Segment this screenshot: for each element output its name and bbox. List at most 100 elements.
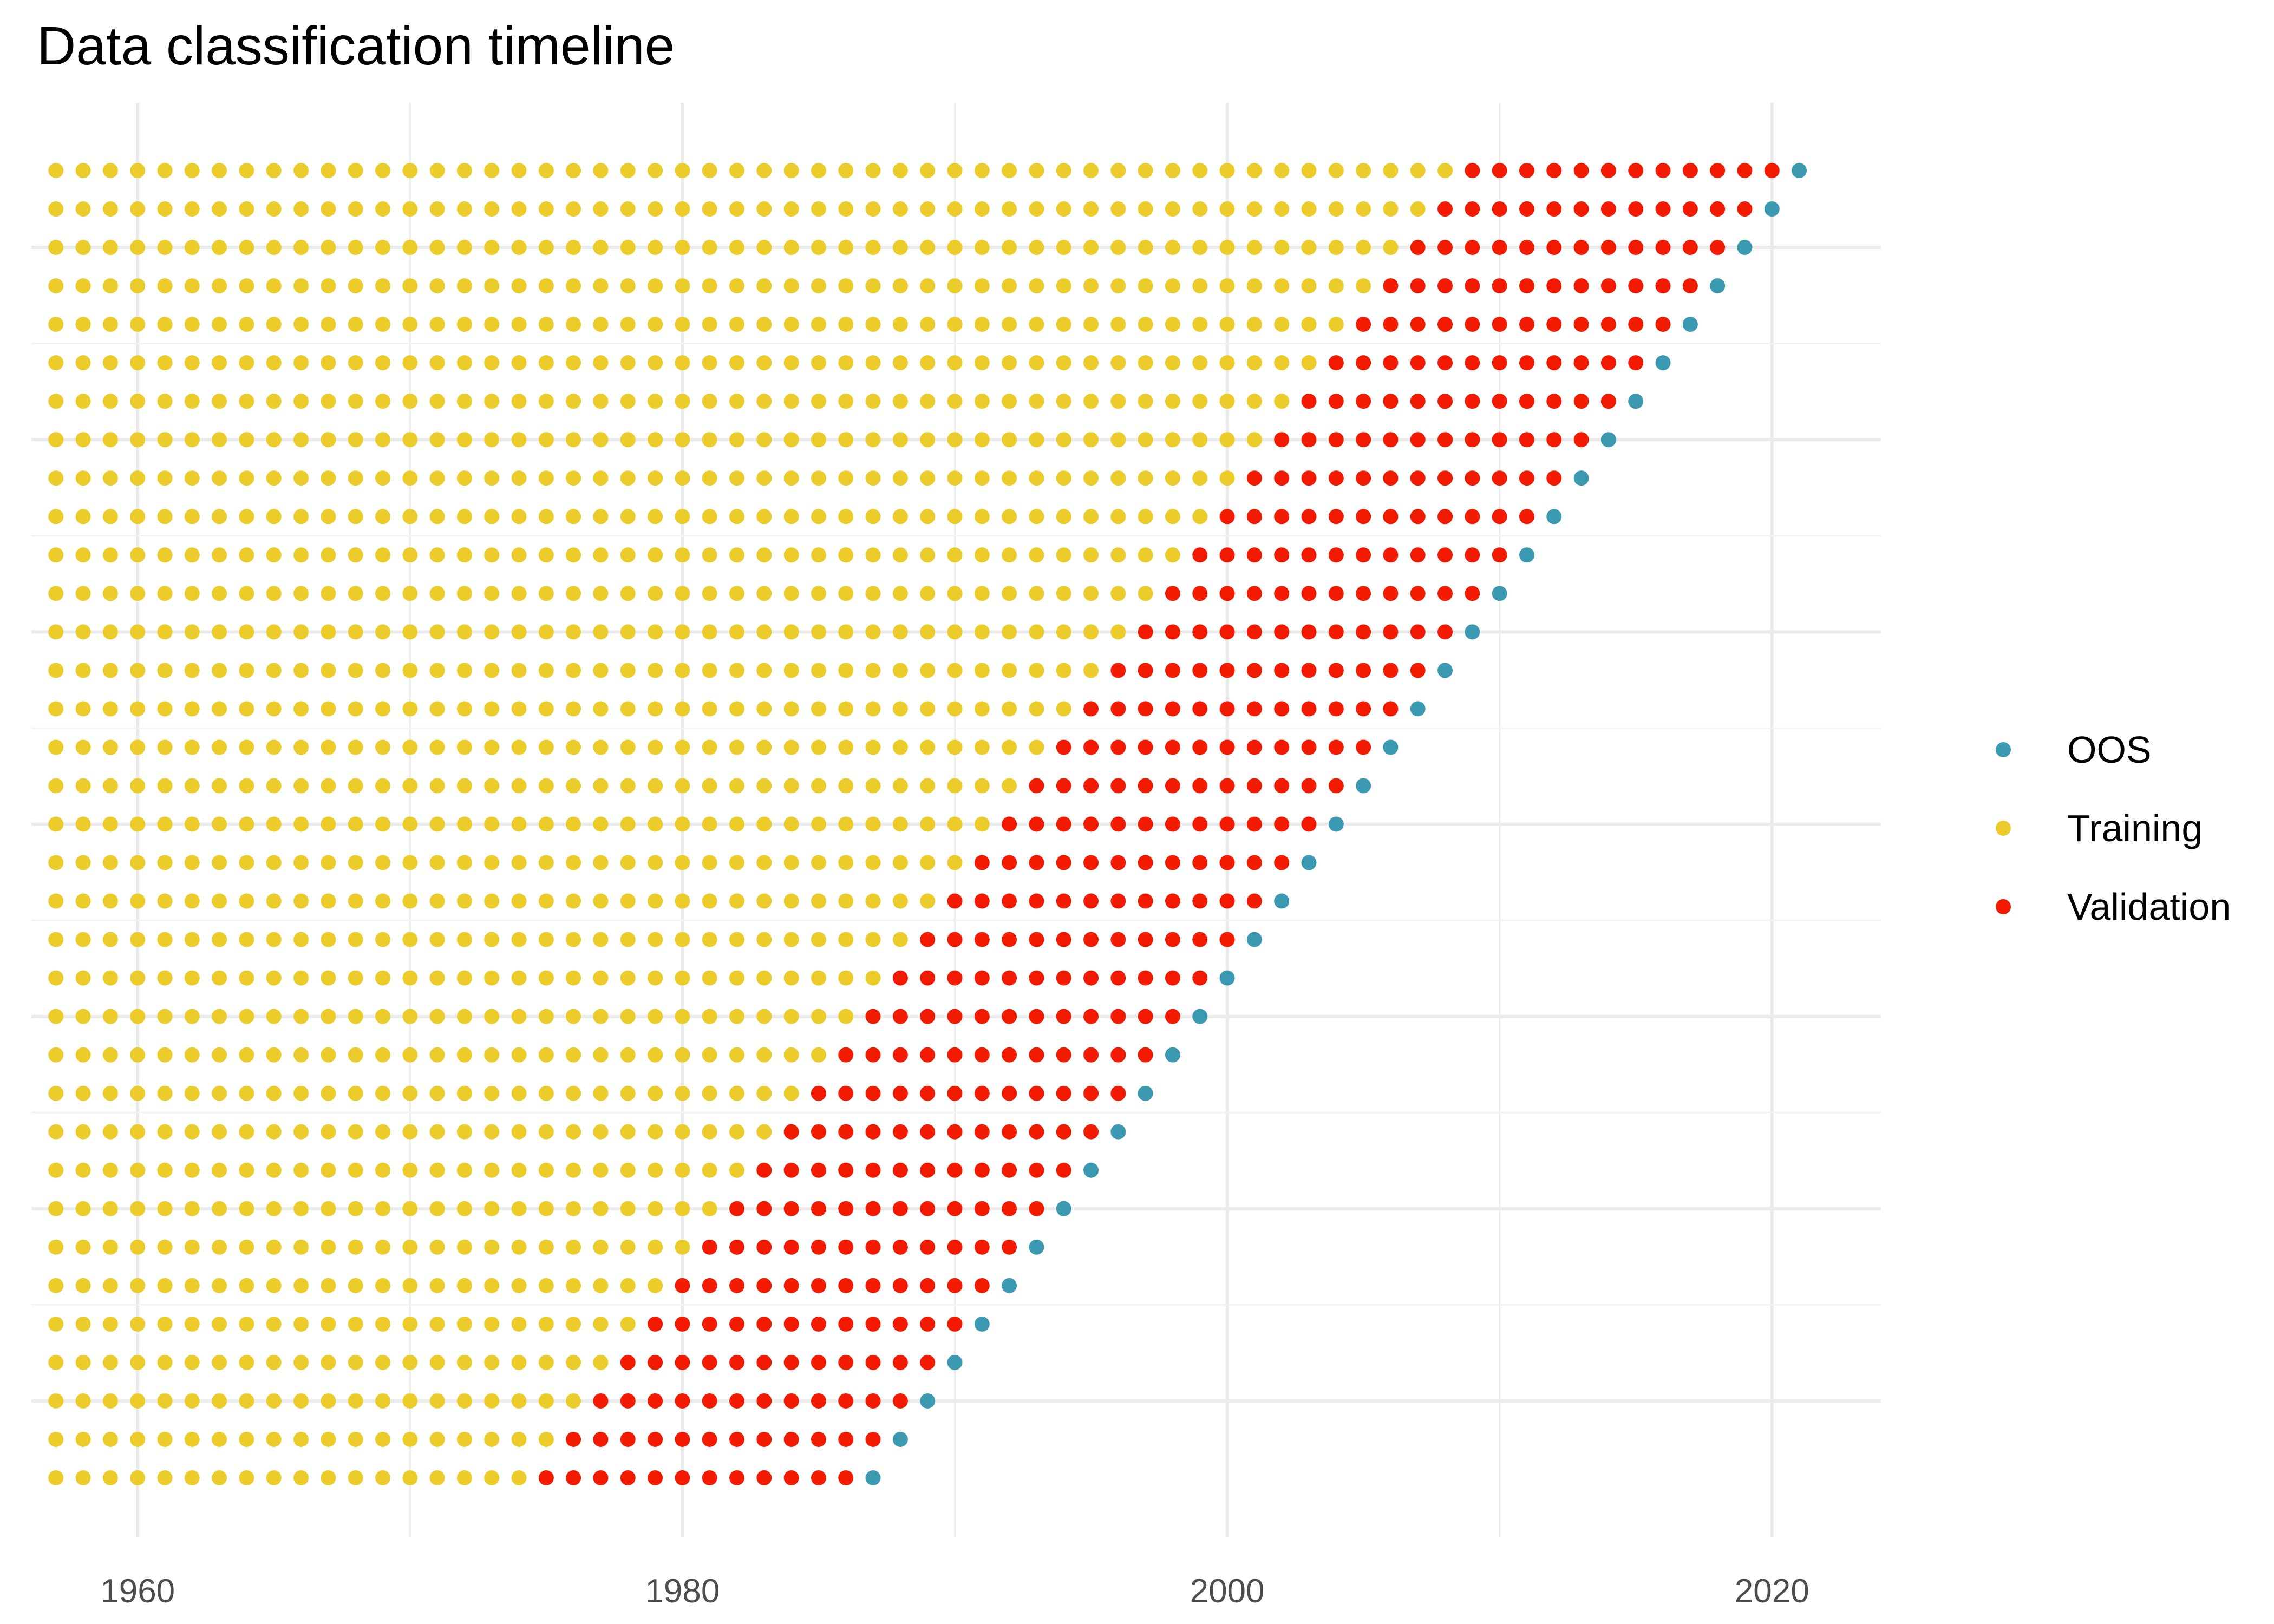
point-validation	[1246, 701, 1262, 717]
point-training	[266, 816, 282, 832]
point-training	[811, 278, 826, 294]
point-training	[648, 1047, 663, 1063]
point-validation	[1519, 317, 1534, 332]
point-validation	[1301, 816, 1317, 832]
point-training	[48, 509, 64, 525]
point-validation	[1219, 816, 1235, 832]
point-training	[648, 1085, 663, 1101]
point-training	[75, 586, 91, 601]
point-training	[892, 163, 908, 178]
point-training	[729, 663, 745, 678]
point-training	[511, 1201, 527, 1216]
point-validation	[1546, 355, 1562, 371]
point-training	[1165, 240, 1180, 256]
point-training	[239, 201, 254, 217]
point-training	[157, 1201, 173, 1216]
point-training	[783, 932, 799, 947]
point-training	[511, 970, 527, 986]
point-validation	[947, 1124, 963, 1140]
point-validation	[1328, 586, 1344, 601]
point-training	[702, 394, 717, 409]
point-training	[511, 1085, 527, 1101]
point-training	[865, 932, 881, 947]
point-validation	[783, 1316, 799, 1332]
point-training	[266, 586, 282, 601]
point-training	[729, 855, 745, 870]
point-training	[783, 1047, 799, 1063]
point-training	[783, 1085, 799, 1101]
point-training	[865, 355, 881, 371]
point-training	[293, 317, 309, 332]
point-validation	[838, 1316, 854, 1332]
point-training	[75, 663, 91, 678]
point-training	[811, 932, 826, 947]
point-training	[375, 355, 390, 371]
point-training	[620, 1047, 636, 1063]
x-axis: 1960 1980 2000 2020	[100, 1573, 1809, 1610]
point-training	[102, 739, 118, 755]
legend-key-training	[1996, 821, 2011, 836]
point-training	[1029, 240, 1044, 256]
point-validation	[920, 1124, 936, 1140]
point-training	[675, 739, 690, 755]
point-validation	[1519, 432, 1534, 448]
point-training	[321, 970, 336, 986]
point-training	[920, 163, 936, 178]
point-validation	[1192, 778, 1208, 794]
point-training	[402, 1124, 418, 1140]
point-training	[1083, 317, 1099, 332]
point-training	[1002, 240, 1017, 256]
point-training	[212, 201, 227, 217]
point-training	[184, 893, 200, 909]
point-training	[348, 701, 363, 717]
point-training	[102, 432, 118, 448]
point-training	[702, 240, 717, 256]
point-training	[184, 163, 200, 178]
point-training	[266, 1201, 282, 1216]
point-training	[402, 586, 418, 601]
point-training	[729, 586, 745, 601]
point-training	[130, 509, 146, 525]
point-training	[1002, 394, 1017, 409]
point-validation	[1029, 1162, 1044, 1178]
point-training	[702, 163, 717, 178]
point-validation	[1083, 778, 1099, 794]
point-training	[375, 893, 390, 909]
point-training	[321, 163, 336, 178]
point-training	[402, 355, 418, 371]
point-training	[1110, 432, 1126, 448]
point-validation	[1083, 739, 1099, 755]
point-validation	[1110, 1047, 1126, 1063]
point-training	[75, 701, 91, 717]
point-training	[947, 624, 963, 640]
point-training	[484, 1470, 500, 1485]
point-validation	[1301, 432, 1317, 448]
point-training	[1192, 394, 1208, 409]
point-training	[566, 701, 581, 717]
point-training	[811, 470, 826, 486]
point-training	[566, 278, 581, 294]
point-training	[756, 701, 772, 717]
point-validation	[1274, 586, 1290, 601]
point-training	[102, 1009, 118, 1024]
point-validation	[1519, 394, 1534, 409]
point-training	[538, 739, 554, 755]
point-training	[75, 624, 91, 640]
point-training	[538, 1316, 554, 1332]
point-training	[675, 1201, 690, 1216]
point-validation	[1246, 739, 1262, 755]
point-training	[184, 394, 200, 409]
point-training	[266, 932, 282, 947]
point-training	[484, 355, 500, 371]
point-training	[375, 1009, 390, 1024]
point-training	[266, 1047, 282, 1063]
legend-label-training: Training	[2067, 807, 2203, 849]
point-training	[511, 893, 527, 909]
point-training	[321, 701, 336, 717]
point-training	[1328, 163, 1344, 178]
point-validation	[1110, 1009, 1126, 1024]
point-validation	[1219, 509, 1235, 525]
point-training	[783, 278, 799, 294]
point-training	[212, 1470, 227, 1485]
point-training	[184, 739, 200, 755]
